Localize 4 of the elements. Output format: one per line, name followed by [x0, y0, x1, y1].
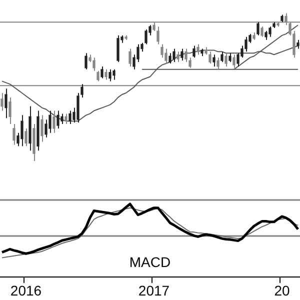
x-tick-label: 2017 — [138, 282, 170, 298]
x-tick-label: 20 — [274, 282, 290, 298]
x-tick-label: 2016 — [10, 282, 42, 298]
annotation: MACD — [129, 254, 171, 270]
